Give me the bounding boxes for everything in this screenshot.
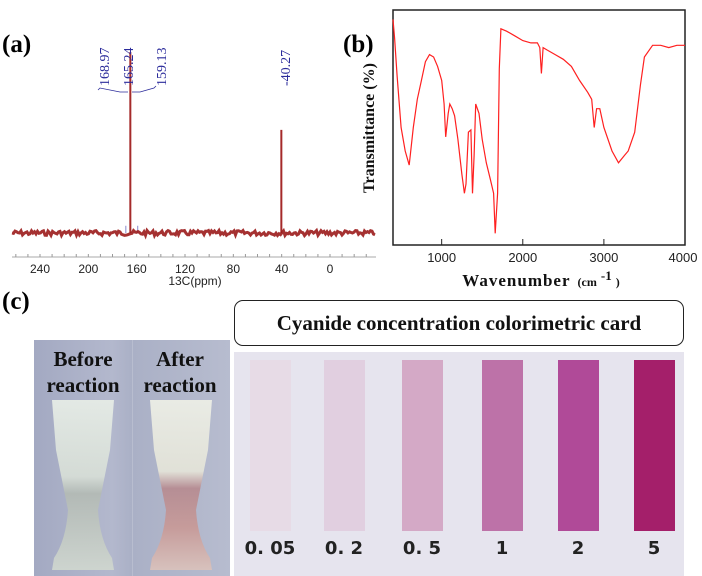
photo-divider	[132, 340, 133, 576]
panel-label-a: (a)	[2, 31, 32, 58]
ir-x-axis-title-main: Wavenumber	[462, 271, 570, 290]
tube-before	[52, 400, 114, 570]
colorimetric-card: 0. 05 0. 2 0. 5 1 2 5	[234, 352, 684, 576]
concentration-label: 0. 5	[402, 538, 442, 559]
tube-after	[150, 400, 212, 570]
concentration-label: 2	[571, 538, 585, 559]
nmr-peak-group	[125, 52, 283, 233]
ir-plot-frame	[392, 9, 686, 246]
ir-tick-label: 4000	[669, 250, 698, 265]
concentration-label: 5	[647, 538, 661, 559]
ir-tick-label: 3000	[589, 250, 618, 265]
tubes-photo: Before reaction After reaction	[34, 340, 230, 576]
color-swatch	[324, 360, 365, 531]
ir-spectrum-line	[392, 19, 685, 234]
before-reaction-label: Before reaction	[34, 346, 132, 398]
nmr-peak-label: 168.97	[98, 48, 113, 87]
ir-x-axis-title-sup: -1	[601, 268, 612, 283]
color-swatch	[634, 360, 675, 531]
ir-y-axis-title: Transmittance (%)	[361, 63, 378, 193]
color-swatch	[558, 360, 599, 531]
nmr-tick-label: 120	[175, 262, 195, 276]
color-swatch	[250, 360, 291, 531]
colorimetric-card-title: Cyanide concentration colorimetric card	[234, 300, 684, 346]
nmr-tick-label: 200	[78, 262, 98, 276]
before-label-line2: reaction	[46, 373, 120, 397]
nmr-label-connector	[97, 87, 128, 93]
nmr-peak-label: 165.24	[122, 48, 137, 87]
concentration-label: 1	[495, 538, 509, 559]
color-swatch	[482, 360, 523, 531]
after-label-line2: reaction	[143, 373, 217, 397]
nmr-tick-label: 160	[127, 262, 147, 276]
ir-tick-label: 2000	[508, 250, 537, 265]
nmr-peak-label: -40.27	[279, 50, 294, 86]
tubes-illustration	[52, 400, 212, 570]
nmr-tick-label: 80	[227, 262, 241, 276]
ir-x-axis-title: Wavenumber (cm -1 )	[462, 267, 619, 290]
nmr-x-axis-title: 13C(ppm)	[168, 274, 221, 288]
nmr-peak-label: 159.13	[155, 48, 170, 87]
nmr-x-ticks: 240 200 160 120 80 40 0	[15, 254, 367, 276]
nmr-label-connector	[132, 85, 157, 93]
ir-spectrum-chart: Transmittance (%) 1000 2000 3000 4000 Waven…	[361, 9, 697, 290]
nmr-tick-label: 40	[275, 262, 289, 276]
ir-tick-label: 1000	[427, 250, 456, 265]
color-swatch	[402, 360, 443, 531]
before-label-line1: Before	[53, 347, 113, 371]
after-label-line1: After	[156, 347, 204, 371]
nmr-baseline-noise	[11, 227, 376, 240]
nmr-tick-label: 240	[30, 262, 50, 276]
after-reaction-label: After reaction	[131, 346, 229, 398]
ir-x-axis-title-unit: (cm	[578, 275, 597, 289]
ir-x-axis-title-close: )	[616, 275, 620, 289]
panel-label-c: (c)	[2, 288, 30, 315]
ir-x-ticks: 1000 2000 3000 4000	[427, 239, 697, 265]
nmr-peak-labels: 168.97 165.24 159.13 -40.27	[97, 48, 294, 93]
nmr-spectrum-chart: 240 200 160 120 80 40 0 168.97 165.24 159.13 -40.…	[11, 48, 376, 288]
panel-label-b: (b)	[343, 31, 374, 58]
nmr-tick-label: 0	[327, 262, 334, 276]
concentration-label: 0. 05	[244, 538, 296, 559]
concentration-label: 0. 2	[324, 538, 364, 559]
